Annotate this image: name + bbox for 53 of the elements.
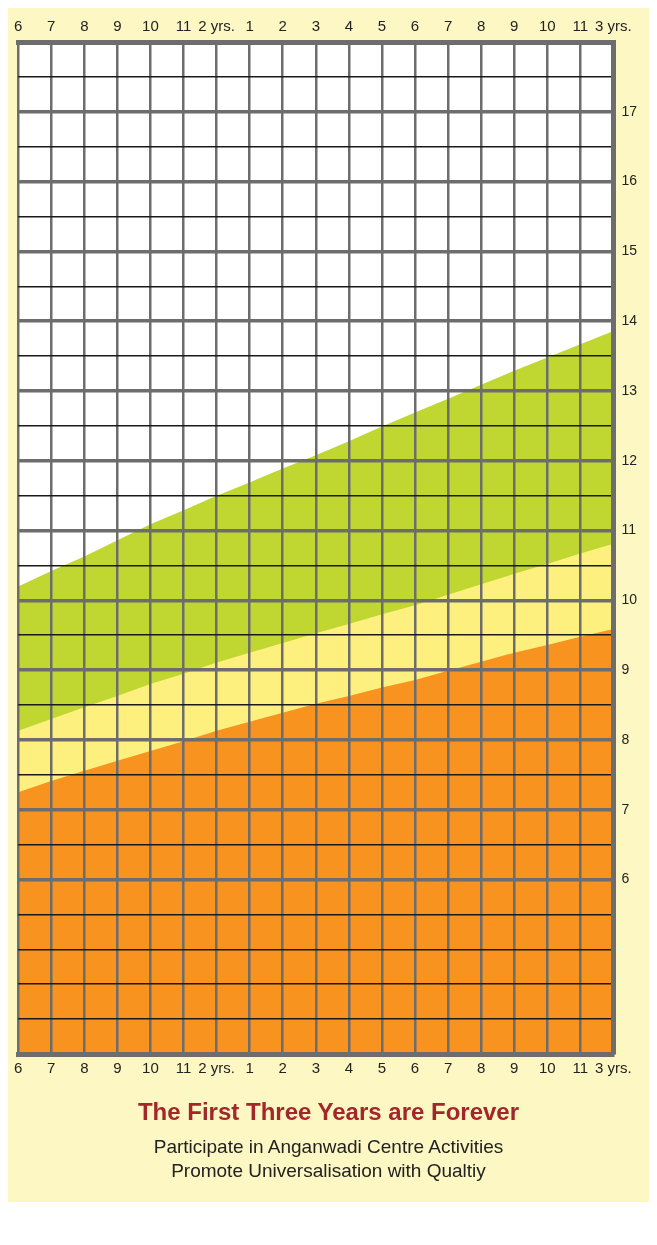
y-tick-label: 15 <box>621 242 638 259</box>
x-tick-label: 2 yrs. <box>198 1059 235 1077</box>
category-label: 5 <box>377 17 387 35</box>
category-label: 7 <box>47 17 56 35</box>
category-label: 1 <box>245 17 254 35</box>
category-label: 9 <box>113 17 122 35</box>
x-tick-label: 8 <box>80 1059 89 1077</box>
x-tick-label: 3 <box>311 1059 320 1077</box>
y-tick-label: 11 <box>621 521 637 538</box>
y-tick-label: 17 <box>621 102 638 119</box>
x-tick-label: 2 <box>278 1059 287 1077</box>
category-label: 7 <box>443 17 453 35</box>
category-label: 2 <box>278 17 287 35</box>
category-label: 8 <box>476 17 486 35</box>
x-tick-label: 9 <box>113 1059 122 1077</box>
text: Promote Universalisation with Qualtiy <box>170 1160 487 1182</box>
x-tick-label: 3 yrs. <box>595 1059 632 1077</box>
x-tick-label: 4 <box>344 1059 354 1077</box>
x-tick-label: 6 <box>14 1059 23 1077</box>
category-label: 3 yrs. <box>595 17 632 35</box>
x-tick-label: 11 <box>572 1059 589 1077</box>
y-tick-label: 13 <box>621 381 638 398</box>
category-label: 6 <box>14 17 23 35</box>
x-tick-label: 7 <box>443 1059 453 1077</box>
category-label: 11 <box>175 17 192 35</box>
category-label: 8 <box>80 17 89 35</box>
y-tick-label: 9 <box>621 661 630 677</box>
y-tick-label: 10 <box>621 591 638 608</box>
category-label: 11 <box>572 17 589 35</box>
y-tick-label: 6 <box>621 870 630 887</box>
y-tick-label: 8 <box>621 730 630 747</box>
x-tick-label: 11 <box>175 1059 192 1077</box>
y-tick-label: 14 <box>621 312 638 329</box>
category-label: 4 <box>344 17 354 35</box>
x-tick-label: 10 <box>538 1059 556 1077</box>
y-tick-label: 12 <box>621 451 638 468</box>
y-tick-label: 16 <box>621 172 638 189</box>
category-label: 10 <box>538 17 556 35</box>
y-tick-label: 7 <box>621 800 630 817</box>
x-tick-label: 9 <box>510 1059 519 1077</box>
text: The First Three Years are Forever <box>136 1098 521 1126</box>
category-label: 10 <box>142 17 159 35</box>
category-label: 9 <box>510 17 519 35</box>
category-label: 2 yrs. <box>198 17 235 35</box>
category-label: 6 <box>410 17 420 35</box>
x-tick-label: 1 <box>245 1059 254 1077</box>
text: Participate in Anganwadi Centre Activities <box>152 1136 505 1158</box>
x-tick-label: 10 <box>142 1059 159 1077</box>
x-tick-label: 6 <box>410 1059 420 1077</box>
x-tick-label: 8 <box>476 1059 486 1077</box>
x-tick-label: 5 <box>377 1059 387 1077</box>
x-tick-label: 7 <box>47 1059 56 1077</box>
category-label: 3 <box>311 17 320 35</box>
